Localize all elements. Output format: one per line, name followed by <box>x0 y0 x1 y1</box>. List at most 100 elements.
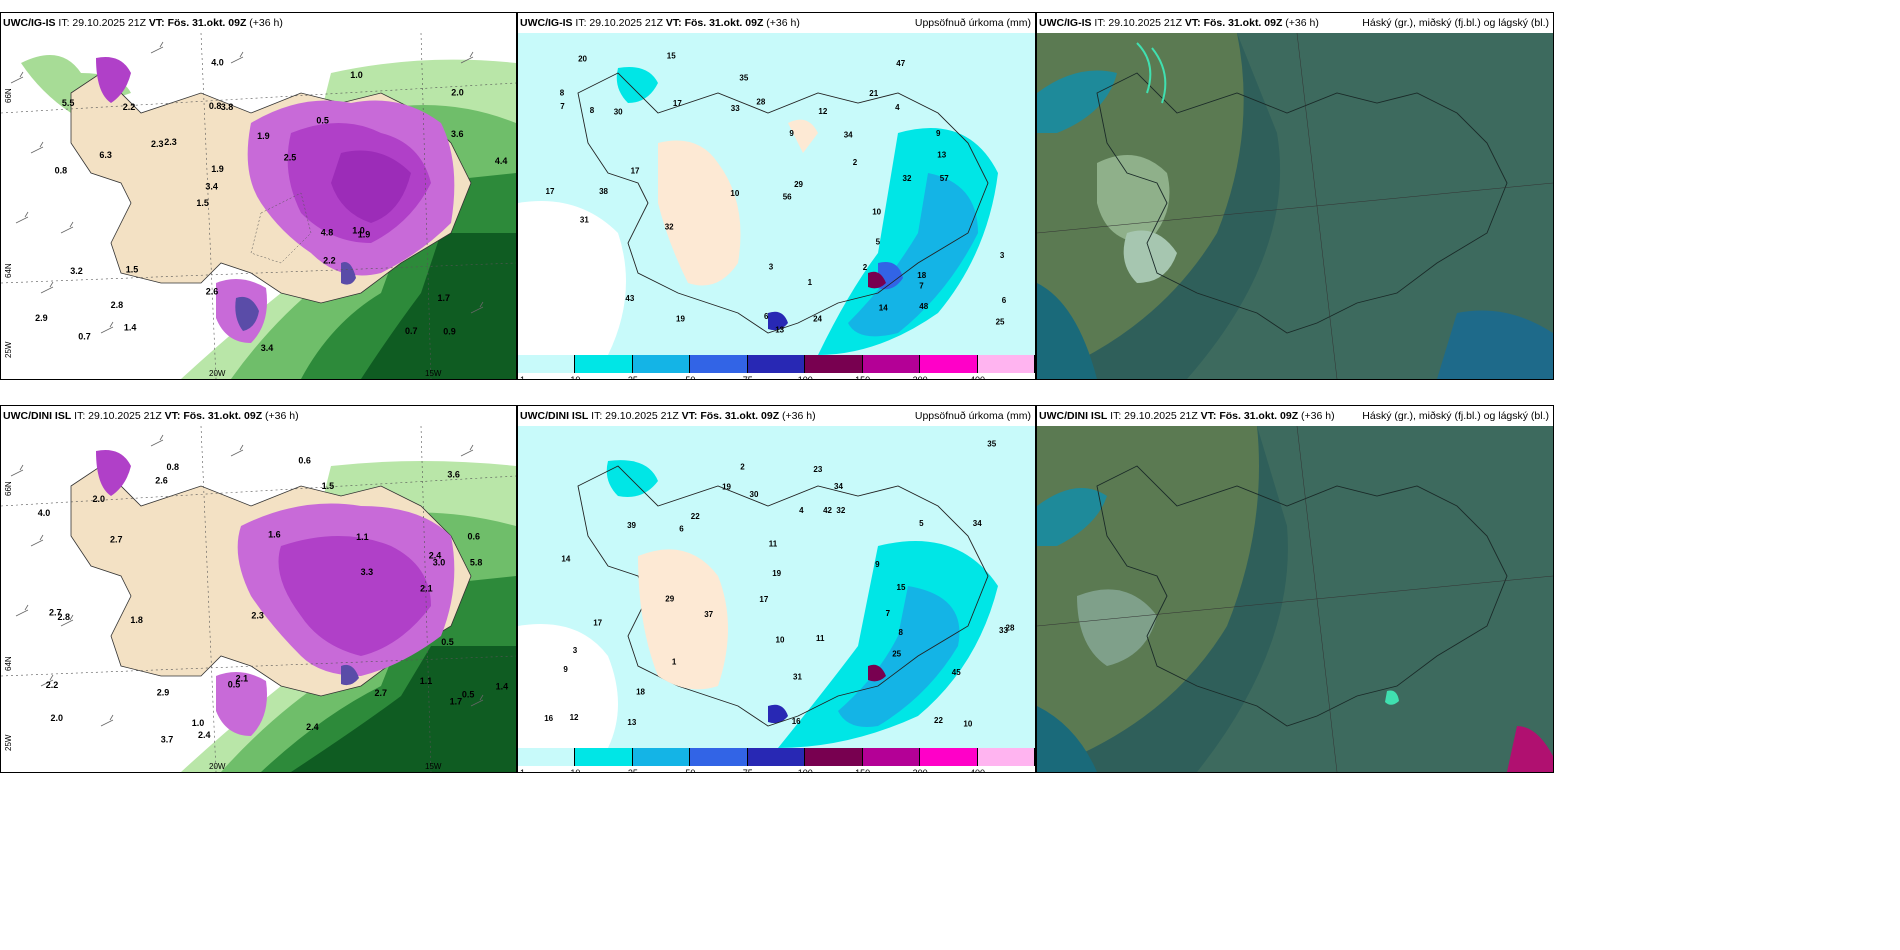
colorbar-swatch <box>747 355 806 373</box>
lon-label-20w: 20W <box>209 369 226 378</box>
precip-value-label: 9 <box>789 129 794 138</box>
precip-value-label: 1 <box>672 658 677 667</box>
precip-value-label: 16 <box>544 714 553 723</box>
precip-value-label: 8 <box>590 106 595 115</box>
panel-title: UWC/DINI ISL IT: 29.10.2025 21Z VT: Fös.… <box>3 410 299 422</box>
precip-value-label: 2.0 <box>51 713 64 723</box>
precip-value-label: 17 <box>546 187 555 196</box>
colorbar-swatch <box>575 748 633 766</box>
colorbar-swatch <box>862 748 921 766</box>
precip-value-label: 0.8 <box>55 166 68 176</box>
precip-value-label: 14 <box>879 304 888 313</box>
precip-value-label: 4.8 <box>321 228 334 238</box>
precip-value-label: 0.9 <box>443 327 456 337</box>
colorbar-tick-label: 150 <box>855 375 871 380</box>
precip-value-label: 2.4 <box>429 550 442 560</box>
colorbar-swatch <box>518 355 576 373</box>
precip-value-label: 8 <box>899 628 904 637</box>
precip-value-label: 2 <box>740 462 745 471</box>
colorbar-tick-label: 50 <box>685 375 696 380</box>
precip-value-label: 10 <box>776 635 785 644</box>
colorbar-swatch <box>632 355 691 373</box>
panel-title: UWC/IG-IS IT: 29.10.2025 21Z VT: Fös. 31… <box>3 17 283 29</box>
precip-value-label: 1.8 <box>130 615 143 625</box>
precip-value-label: 39 <box>627 521 636 530</box>
precip-value-label: 1 <box>808 278 813 287</box>
precip-value-label: 57 <box>940 174 949 183</box>
precip-value-label: 2 <box>853 158 858 167</box>
precip-value-label: 33 <box>999 626 1008 635</box>
precip-value-label: 0.8 <box>209 101 222 111</box>
precip-value-label: 2.7 <box>49 608 62 618</box>
lon-label-25w: 25W <box>4 341 13 358</box>
colorbar-swatch <box>862 355 921 373</box>
colorbar-tick-label: 100 <box>797 375 813 380</box>
colorbar: 1 10 25 50 75 100 150 200 400 <box>518 748 1035 773</box>
precip-value-label: 2.1 <box>420 584 433 594</box>
precip-value-label: 2 <box>863 263 868 272</box>
precip-value-label: 28 <box>756 98 765 107</box>
precip-value-label: 32 <box>836 506 845 515</box>
precip-value-label: 4.4 <box>495 156 508 166</box>
precip-value-label: 1.1 <box>420 676 433 686</box>
precip-value-label: 17 <box>673 99 682 108</box>
precip-value-label: 19 <box>676 314 685 323</box>
precip-value-label: 45 <box>952 668 961 677</box>
precip-value-label: 16 <box>792 717 801 726</box>
precip-value-label: 12 <box>818 107 827 116</box>
colorbar-tick-label: 75 <box>742 375 753 380</box>
panel-title: UWC/IG-IS IT: 29.10.2025 21Z VT: Fös. 31… <box>1039 17 1319 29</box>
precip-value-label: 56 <box>783 192 792 201</box>
precip-value-label: 18 <box>636 687 645 696</box>
precip-value-label: 5.5 <box>62 98 75 108</box>
precip-value-label: 1.6 <box>268 530 281 540</box>
precip-value-label: 1.9 <box>257 131 270 141</box>
precip-value-label: 22 <box>934 716 943 725</box>
panel-subtitle: Háský (gr.), miðský (fj.bl.) og lágský (… <box>1362 17 1549 29</box>
lat-label-64n: 64N <box>4 263 13 278</box>
precip-value-label: 1.5 <box>126 264 139 274</box>
precip-value-label: 2.8 <box>58 612 71 622</box>
precip-value-label: 19 <box>772 569 781 578</box>
precip-value-label: 1.9 <box>358 230 371 240</box>
precip-value-label: 1.4 <box>124 322 137 332</box>
colorbar-tick-label: 150 <box>855 768 871 773</box>
precip-value-label: 32 <box>903 174 912 183</box>
colorbar-tick-label: 200 <box>912 768 928 773</box>
precip-value-label: 3.0 <box>433 558 446 568</box>
precip-value-label: 29 <box>665 595 674 604</box>
precip-value-label: 3.2 <box>70 266 83 276</box>
colorbar-swatch <box>690 355 748 373</box>
precip-value-label: 5.8 <box>470 557 483 567</box>
precip-value-label: 15 <box>667 51 676 60</box>
cloud-cover-map <box>1037 33 1553 379</box>
colorbar-swatch <box>805 355 863 373</box>
precip-value-label: 31 <box>793 673 802 682</box>
precip-value-label: 30 <box>614 108 623 117</box>
panel-top-middle-accum-precip: UWC/IG-IS IT: 29.10.2025 21Z VT: Fös. 31… <box>517 12 1036 380</box>
precip-value-label: 29 <box>794 180 803 189</box>
panel-title: UWC/DINI ISL IT: 29.10.2025 21Z VT: Fös.… <box>1039 410 1335 422</box>
precip-value-label: 1.0 <box>350 70 363 80</box>
precip-value-label: 1.0 <box>352 226 365 236</box>
panel-bottom-left-precip-wind: UWC/DINI ISL IT: 29.10.2025 21Z VT: Fös.… <box>0 405 517 773</box>
precip-value-label: 8 <box>560 89 565 98</box>
precip-value-label: 2.3 <box>164 137 177 147</box>
precip-value-label: 3.6 <box>451 129 464 139</box>
lon-label-20w: 20W <box>209 762 226 771</box>
precip-value-label: 13 <box>775 326 784 335</box>
precip-value-label: 0.6 <box>468 532 481 542</box>
colorbar-swatch <box>805 748 863 766</box>
panel-top-right-cloud-cover: UWC/IG-IS IT: 29.10.2025 21Z VT: Fös. 31… <box>1036 12 1554 380</box>
precip-value-label: 11 <box>769 540 778 549</box>
precip-value-label: 7 <box>886 609 891 618</box>
colorbar-tick-label: 400 <box>970 375 986 380</box>
lon-label-15w: 15W <box>425 762 442 771</box>
colorbar-tick-label: 10 <box>570 375 581 380</box>
panel-subtitle: Uppsöfnuð úrkoma (mm) <box>914 410 1031 422</box>
precip-value-label: 2.4 <box>306 722 319 732</box>
precip-value-label: 2.0 <box>451 88 464 98</box>
precip-value-label: 17 <box>631 166 640 175</box>
precip-value-label: 24 <box>813 315 822 324</box>
precip-value-label: 25 <box>996 318 1005 327</box>
